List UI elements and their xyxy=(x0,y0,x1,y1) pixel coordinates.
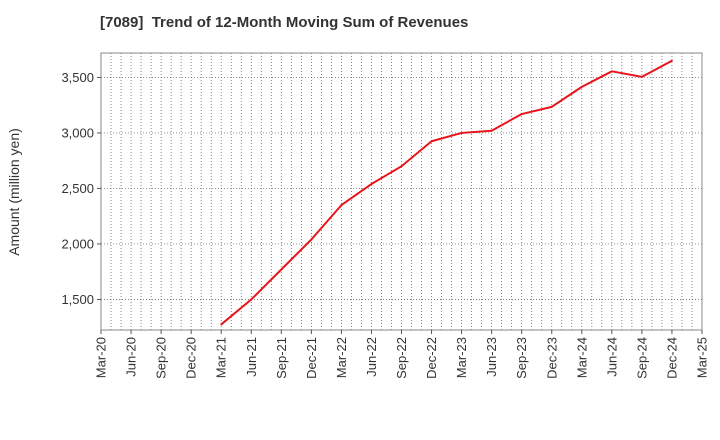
x-tick-label: Sep-22 xyxy=(394,337,409,379)
series-line xyxy=(220,59,673,326)
x-tick-label: Jun-21 xyxy=(244,337,259,377)
x-tick-label: Sep-24 xyxy=(634,337,649,379)
x-axis-ticks: Mar-20 Jun-20 Sep-20 Dec-20 Mar-21 Jun-21 Sep-… xyxy=(94,330,710,379)
data-point xyxy=(220,323,223,326)
y-tick-label: 3,500 xyxy=(61,70,94,85)
chart-title: [7089] Trend of 12-Month Moving Sum of R… xyxy=(100,14,469,31)
x-tick-label: Dec-21 xyxy=(304,337,319,379)
x-tick-label: Dec-23 xyxy=(544,337,559,379)
data-point xyxy=(310,238,313,241)
data-point xyxy=(580,85,583,88)
series-group xyxy=(220,59,673,326)
grid-lines xyxy=(101,53,702,330)
x-tick-label: Dec-20 xyxy=(184,337,199,379)
data-point xyxy=(340,204,343,207)
x-tick-label: Jun-22 xyxy=(364,337,379,377)
x-tick-label: Mar-24 xyxy=(574,337,589,378)
data-point xyxy=(280,268,283,271)
data-point xyxy=(370,183,373,185)
x-tick-label: Dec-22 xyxy=(424,337,439,379)
data-point xyxy=(400,165,403,168)
x-tick-label: Mar-20 xyxy=(94,337,109,378)
y-tick-label: 2,000 xyxy=(61,236,94,251)
data-point xyxy=(520,113,523,115)
x-tick-label: Jun-20 xyxy=(124,337,139,377)
x-tick-label: Jun-23 xyxy=(484,337,499,377)
y-tick-label: 3,000 xyxy=(61,125,94,140)
x-tick-label: Mar-21 xyxy=(214,337,229,378)
y-axis-ticks: 1,500 2,000 2,500 3,000 3,500 xyxy=(61,70,101,307)
x-tick-label: Jun-24 xyxy=(604,337,619,377)
x-tick-label: Sep-23 xyxy=(514,337,529,379)
data-point xyxy=(460,132,463,134)
data-point xyxy=(610,70,613,73)
x-tick-label: Mar-22 xyxy=(334,337,349,378)
y-tick-label: 2,500 xyxy=(61,181,94,196)
x-tick-label: Sep-21 xyxy=(274,337,289,379)
x-tick-label: Mar-25 xyxy=(695,337,710,378)
data-point xyxy=(490,129,493,132)
data-point xyxy=(250,298,253,301)
x-tick-label: Sep-20 xyxy=(154,337,169,379)
x-tick-label: Dec-24 xyxy=(664,337,679,379)
y-tick-label: 1,500 xyxy=(61,292,94,307)
data-point xyxy=(430,140,433,143)
data-point xyxy=(671,59,673,62)
data-point xyxy=(550,105,553,108)
data-point xyxy=(641,75,643,78)
x-tick-label: Mar-23 xyxy=(454,337,469,378)
